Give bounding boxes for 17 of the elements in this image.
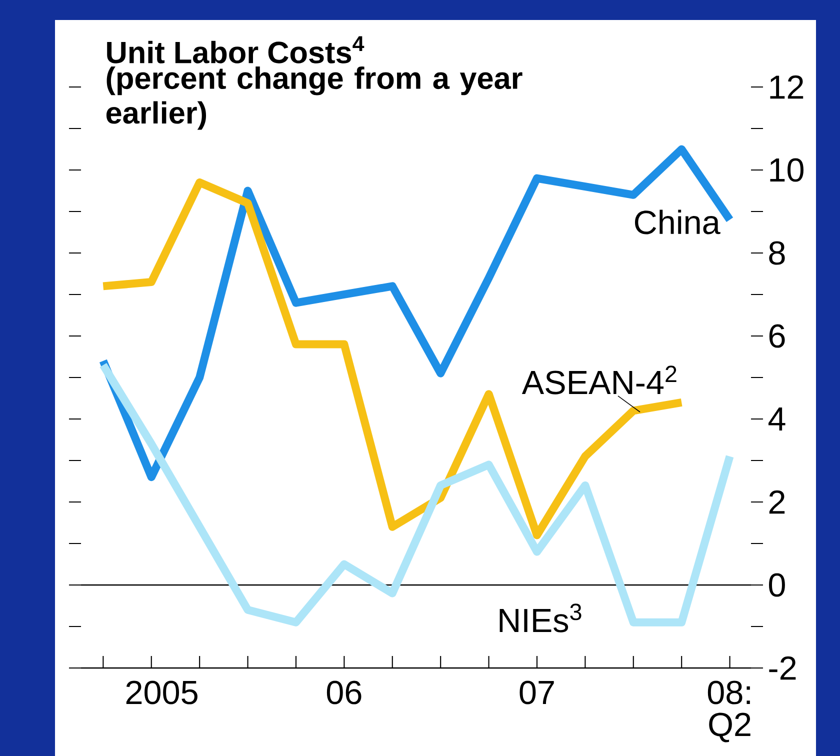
x-tick-label: 06 (326, 680, 362, 704)
y-tick-label: -2 (769, 656, 796, 680)
y-tick-label: 12 (770, 75, 804, 99)
y-tick-label: 4 (768, 408, 786, 430)
y-tick-label: 10 (770, 158, 804, 182)
series-label: NIEs$^{3}$ (500, 604, 582, 632)
chart-subtitle: (percent change from a year earlier) (106, 66, 522, 130)
x-tick-label: 08: Q2 (708, 680, 750, 742)
x-tick-label: 2005 (126, 680, 198, 704)
y-tick-label: 6 (769, 324, 785, 348)
series-label: ASEAN-4$^{2}$ (522, 366, 676, 394)
y-tick-label: 2 (769, 490, 785, 514)
y-tick-label: 0 (769, 573, 785, 597)
x-tick-label: 07 (520, 680, 554, 704)
y-tick-label: 8 (769, 241, 785, 265)
chart-title: Unit Labor Costs$^{4}$ (107, 36, 364, 64)
series-label: China (635, 210, 720, 234)
